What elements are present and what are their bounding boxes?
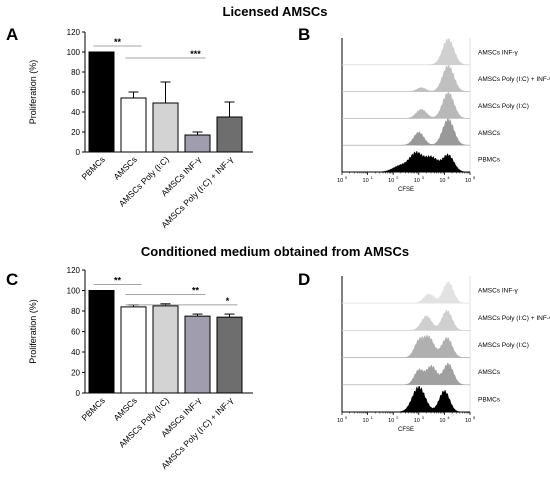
histogram-track xyxy=(342,150,471,173)
bar xyxy=(88,290,115,394)
bar-chart-c: 0 20 40 60 80 100 120 Proliferation (%) PBMCs AMS… xyxy=(28,266,253,471)
x-axis-label: CFSE xyxy=(398,187,414,193)
track-label: AMSCs INF-γ xyxy=(478,49,518,56)
histogram-track xyxy=(342,90,471,119)
y-tick-label: 60 xyxy=(71,328,80,337)
histogram-track xyxy=(342,64,471,92)
x-tick-label: 10 xyxy=(388,178,394,184)
x-tick-label: 10 xyxy=(337,178,343,184)
x-tick-label: 10 xyxy=(465,178,471,184)
y-tick-label: 80 xyxy=(71,307,80,316)
histogram-track xyxy=(342,280,470,304)
track-label: PBMCs xyxy=(478,157,501,164)
significance-label: ** xyxy=(192,286,200,296)
panel-letter-b: B xyxy=(298,25,311,44)
track-label: AMSCs INF-γ xyxy=(478,288,518,295)
x-tick-exponent: 5 xyxy=(473,175,476,180)
x-tick-exponent: 0 xyxy=(345,415,348,420)
bar xyxy=(152,102,179,153)
y-tick-label: 120 xyxy=(67,266,81,275)
x-tick-exponent: 4 xyxy=(447,415,450,420)
title-conditioned: Conditioned medium obtained from AMSCs xyxy=(140,244,410,259)
bar xyxy=(184,315,211,394)
y-tick-label: 20 xyxy=(71,128,80,137)
y-tick-label: 40 xyxy=(71,108,80,117)
category-label: PBMCs xyxy=(79,395,106,422)
category-label: AMSCs xyxy=(111,154,138,181)
histogram-track xyxy=(342,334,470,358)
panel-letter-c: C xyxy=(6,270,19,289)
y-tick-label: 100 xyxy=(67,48,81,57)
panel-letter-a: A xyxy=(6,25,19,44)
category-label: PBMCs xyxy=(79,154,106,181)
title-licensed: Licensed AMSCs xyxy=(222,4,328,19)
significance-label: ** xyxy=(114,37,122,47)
track-label: PBMCs xyxy=(478,396,501,403)
y-tick-label: 100 xyxy=(67,287,81,296)
x-tick-exponent: 2 xyxy=(396,415,399,420)
x-tick-exponent: 3 xyxy=(422,415,425,420)
x-tick-exponent: 1 xyxy=(371,415,374,420)
x-tick-exponent: 5 xyxy=(473,415,476,420)
y-tick-label: 40 xyxy=(71,348,80,357)
histogram-b: AMSCs INF-γ AMSCs Poly (I:C) + INF-γ AMSCs… xyxy=(337,37,550,193)
x-tick-label: 10 xyxy=(414,418,420,424)
bar xyxy=(216,116,243,153)
category-label: AMSCs xyxy=(111,395,138,422)
histogram-track xyxy=(342,118,471,146)
y-axis-label: Proliferation (%) xyxy=(28,60,38,125)
y-tick-label: 60 xyxy=(71,88,80,97)
x-axis-label: CFSE xyxy=(398,427,414,433)
track-label: AMSCs xyxy=(478,369,501,376)
x-tick-label: 10 xyxy=(337,418,343,424)
y-tick-label: 120 xyxy=(67,28,81,37)
significance-label: ** xyxy=(114,275,122,285)
y-tick-label: 20 xyxy=(71,369,80,378)
x-tick-label: 10 xyxy=(439,178,445,184)
histogram-track xyxy=(342,362,470,386)
track-label: AMSCs Poly (I:C) + INF-γ xyxy=(478,76,550,83)
x-tick-label: 10 xyxy=(388,418,394,424)
x-tick-label: 10 xyxy=(363,178,369,184)
x-tick-label: 10 xyxy=(465,418,471,424)
bar xyxy=(120,306,147,394)
y-axis-label: Proliferation (%) xyxy=(28,299,38,364)
x-tick-label: 10 xyxy=(414,178,420,184)
significance-label: * xyxy=(226,296,230,306)
histogram-track xyxy=(342,385,470,413)
x-tick-exponent: 2 xyxy=(396,175,399,180)
bar xyxy=(152,305,179,394)
track-label: AMSCs Poly (I:C) xyxy=(478,103,529,110)
bar xyxy=(88,51,115,153)
y-tick-label: 0 xyxy=(76,148,81,157)
bar-chart-a: 0 20 40 60 80 100 120 Proliferation (%) PBMCs AMS… xyxy=(28,28,253,230)
bar xyxy=(120,97,147,153)
bar xyxy=(216,316,243,394)
x-tick-exponent: 1 xyxy=(371,175,374,180)
x-tick-label: 10 xyxy=(363,418,369,424)
histogram-d: AMSCs INF-γ AMSCs Poly (I:C) + INF-γ AMSCs… xyxy=(337,276,550,433)
panel-letter-d: D xyxy=(298,270,311,289)
bar xyxy=(184,134,211,153)
y-tick-label: 80 xyxy=(71,68,80,77)
x-tick-label: 10 xyxy=(439,418,445,424)
x-tick-exponent: 4 xyxy=(447,175,450,180)
x-tick-exponent: 3 xyxy=(422,175,425,180)
histogram-track xyxy=(342,308,470,331)
y-tick-label: 0 xyxy=(76,389,81,398)
histogram-track xyxy=(342,37,471,66)
significance-label: *** xyxy=(190,49,201,59)
track-label: AMSCs Poly (I:C) xyxy=(478,342,529,349)
x-tick-exponent: 0 xyxy=(345,175,348,180)
track-label: AMSCs Poly (I:C) + INF-γ xyxy=(478,315,550,322)
track-label: AMSCs xyxy=(478,130,501,137)
